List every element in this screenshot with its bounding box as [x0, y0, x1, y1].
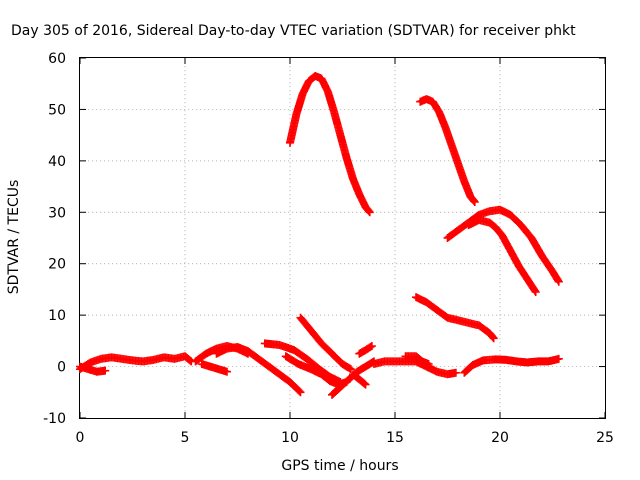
- data-point: [244, 349, 252, 358]
- x-tick-label: 25: [596, 430, 614, 446]
- chart-title: Day 305 of 2016, Sidereal Day-to-day VTE…: [11, 23, 576, 39]
- data-point: [451, 368, 460, 377]
- data-point: [469, 196, 478, 205]
- data-point: [365, 208, 374, 217]
- x-tick-label: 10: [281, 430, 299, 446]
- data-point: [361, 380, 370, 389]
- data-point: [554, 354, 563, 363]
- y-tick-label: -10: [43, 411, 66, 427]
- series-arc-b: [416, 95, 479, 206]
- data-points: [76, 72, 563, 399]
- data-point: [489, 334, 498, 343]
- data-point: [295, 387, 304, 396]
- x-axis-label: GPS time / hours: [281, 458, 398, 474]
- series-arc-o: [191, 342, 252, 366]
- data-point: [364, 207, 373, 216]
- data-point: [424, 360, 433, 368]
- series-arc-a: [286, 72, 374, 217]
- plot-frame: [79, 57, 606, 419]
- series-arc-d: [464, 216, 540, 296]
- series-arc-s: [460, 354, 563, 377]
- x-tick-label: 15: [386, 430, 404, 446]
- data-point: [530, 286, 539, 295]
- y-tick-label: 10: [48, 308, 66, 324]
- data-point: [554, 277, 563, 286]
- data-point: [360, 379, 369, 388]
- y-tick-label: 20: [48, 257, 66, 273]
- data-point: [367, 342, 376, 350]
- data-point: [488, 333, 497, 342]
- series-arc-g: [355, 342, 376, 358]
- data-point: [346, 365, 355, 374]
- x-tick-label: 0: [76, 430, 85, 446]
- y-axis-label: SDTVAR / TECUs: [6, 180, 22, 295]
- data-point: [366, 342, 375, 351]
- y-tick-label: 30: [48, 205, 66, 221]
- axis-ticks: 0 5 10 15 20 25 -10 0 10 20 30 40 50 60: [43, 51, 614, 446]
- data-point: [531, 288, 540, 296]
- y-tick-label: 0: [57, 360, 66, 376]
- x-tick-label: 20: [491, 430, 509, 446]
- data-point: [296, 388, 305, 397]
- series-arc-r: [401, 352, 433, 368]
- series-arc-p: [197, 360, 231, 376]
- series-arc-l: [349, 370, 370, 389]
- data-point: [101, 366, 110, 375]
- y-tick-label: 50: [48, 102, 66, 118]
- y-tick-label: 60: [48, 51, 66, 67]
- data-point: [223, 367, 231, 376]
- series-arc-n: [76, 362, 110, 376]
- data-point: [470, 198, 479, 206]
- series-arc-e: [412, 293, 498, 343]
- series-arc-f: [296, 313, 355, 374]
- x-tick-label: 5: [181, 430, 190, 446]
- y-tick-label: 40: [48, 154, 66, 170]
